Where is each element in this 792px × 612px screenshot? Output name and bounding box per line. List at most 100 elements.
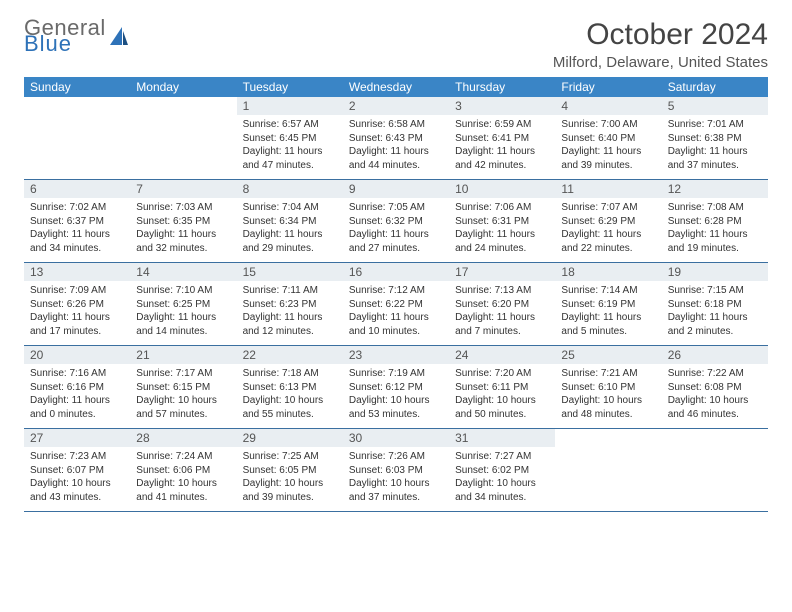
daylight-text: Daylight: 11 hours and 19 minutes. — [668, 228, 762, 255]
sunset-text: Sunset: 6:34 PM — [243, 215, 337, 229]
day-body: Sunrise: 7:04 AMSunset: 6:34 PMDaylight:… — [237, 198, 343, 260]
sunrise-text: Sunrise: 7:22 AM — [668, 367, 762, 381]
day-number: 28 — [130, 429, 236, 447]
sunrise-text: Sunrise: 7:21 AM — [561, 367, 655, 381]
day-body: Sunrise: 7:11 AMSunset: 6:23 PMDaylight:… — [237, 281, 343, 343]
day-body: Sunrise: 6:58 AMSunset: 6:43 PMDaylight:… — [343, 115, 449, 177]
day-number: 7 — [130, 180, 236, 198]
day-body: Sunrise: 7:22 AMSunset: 6:08 PMDaylight:… — [662, 364, 768, 426]
day-body: Sunrise: 7:25 AMSunset: 6:05 PMDaylight:… — [237, 447, 343, 509]
week-row: 27Sunrise: 7:23 AMSunset: 6:07 PMDayligh… — [24, 429, 768, 512]
sunset-text: Sunset: 6:20 PM — [455, 298, 549, 312]
week-row: 20Sunrise: 7:16 AMSunset: 6:16 PMDayligh… — [24, 346, 768, 429]
day-number: 9 — [343, 180, 449, 198]
day-body: Sunrise: 7:10 AMSunset: 6:25 PMDaylight:… — [130, 281, 236, 343]
day-cell: 23Sunrise: 7:19 AMSunset: 6:12 PMDayligh… — [343, 346, 449, 428]
sunset-text: Sunset: 6:25 PM — [136, 298, 230, 312]
day-cell: 1Sunrise: 6:57 AMSunset: 6:45 PMDaylight… — [237, 97, 343, 179]
day-number: 21 — [130, 346, 236, 364]
day-body: Sunrise: 7:02 AMSunset: 6:37 PMDaylight:… — [24, 198, 130, 260]
day-cell: 20Sunrise: 7:16 AMSunset: 6:16 PMDayligh… — [24, 346, 130, 428]
sunset-text: Sunset: 6:18 PM — [668, 298, 762, 312]
day-cell: 17Sunrise: 7:13 AMSunset: 6:20 PMDayligh… — [449, 263, 555, 345]
weekday-wednesday: Wednesday — [343, 77, 449, 97]
sunrise-text: Sunrise: 7:13 AM — [455, 284, 549, 298]
day-cell: 25Sunrise: 7:21 AMSunset: 6:10 PMDayligh… — [555, 346, 661, 428]
sunset-text: Sunset: 6:26 PM — [30, 298, 124, 312]
sunset-text: Sunset: 6:11 PM — [455, 381, 549, 395]
day-body: Sunrise: 7:01 AMSunset: 6:38 PMDaylight:… — [662, 115, 768, 177]
day-cell: 8Sunrise: 7:04 AMSunset: 6:34 PMDaylight… — [237, 180, 343, 262]
day-number: 18 — [555, 263, 661, 281]
sunset-text: Sunset: 6:13 PM — [243, 381, 337, 395]
day-body: Sunrise: 7:07 AMSunset: 6:29 PMDaylight:… — [555, 198, 661, 260]
sunrise-text: Sunrise: 7:26 AM — [349, 450, 443, 464]
day-number: 26 — [662, 346, 768, 364]
sunset-text: Sunset: 6:43 PM — [349, 132, 443, 146]
day-cell: 18Sunrise: 7:14 AMSunset: 6:19 PMDayligh… — [555, 263, 661, 345]
day-number: 14 — [130, 263, 236, 281]
day-body: Sunrise: 7:19 AMSunset: 6:12 PMDaylight:… — [343, 364, 449, 426]
day-cell: 21 Sunrise: 7:17 AMSunset: 6:15 PMDayligh… — [130, 346, 236, 428]
day-body: Sunrise: 7:27 AMSunset: 6:02 PMDaylight:… — [449, 447, 555, 509]
calendar: SundayMondayTuesdayWednesdayThursdayFrid… — [24, 77, 768, 512]
sunrise-text: Sunrise: 7:04 AM — [243, 201, 337, 215]
sunset-text: Sunset: 6:19 PM — [561, 298, 655, 312]
sunset-text: Sunset: 6:41 PM — [455, 132, 549, 146]
sunrise-text: Sunrise: 7:17 AM — [136, 367, 230, 381]
daylight-text: Daylight: 11 hours and 22 minutes. — [561, 228, 655, 255]
sunset-text: Sunset: 6:12 PM — [349, 381, 443, 395]
weekday-header: SundayMondayTuesdayWednesdayThursdayFrid… — [24, 77, 768, 97]
day-cell: 10Sunrise: 7:06 AMSunset: 6:31 PMDayligh… — [449, 180, 555, 262]
day-cell: 15Sunrise: 7:11 AMSunset: 6:23 PMDayligh… — [237, 263, 343, 345]
logo-text-blue: Blue — [24, 34, 106, 54]
day-body: Sunrise: 7:14 AMSunset: 6:19 PMDaylight:… — [555, 281, 661, 343]
sunrise-text: Sunrise: 7:15 AM — [668, 284, 762, 298]
daylight-text: Daylight: 11 hours and 0 minutes. — [30, 394, 124, 421]
sunrise-text: Sunrise: 7:07 AM — [561, 201, 655, 215]
daylight-text: Daylight: 10 hours and 57 minutes. — [136, 394, 230, 421]
sunset-text: Sunset: 6:16 PM — [30, 381, 124, 395]
day-cell: 9Sunrise: 7:05 AMSunset: 6:32 PMDaylight… — [343, 180, 449, 262]
weekday-thursday: Thursday — [449, 77, 555, 97]
sunrise-text: Sunrise: 7:03 AM — [136, 201, 230, 215]
day-cell: 16Sunrise: 7:12 AMSunset: 6:22 PMDayligh… — [343, 263, 449, 345]
sunrise-text: Sunrise: 7:12 AM — [349, 284, 443, 298]
sunset-text: Sunset: 6:15 PM — [136, 381, 230, 395]
day-cell: 7Sunrise: 7:03 AMSunset: 6:35 PMDaylight… — [130, 180, 236, 262]
sunrise-text: Sunrise: 7:06 AM — [455, 201, 549, 215]
daylight-text: Daylight: 10 hours and 41 minutes. — [136, 477, 230, 504]
sunrise-text: Sunrise: 7:27 AM — [455, 450, 549, 464]
daylight-text: Daylight: 11 hours and 27 minutes. — [349, 228, 443, 255]
sunrise-text: Sunrise: 7:25 AM — [243, 450, 337, 464]
day-number: 5 — [662, 97, 768, 115]
day-body: Sunrise: 6:57 AMSunset: 6:45 PMDaylight:… — [237, 115, 343, 177]
day-body: Sunrise: 7:00 AMSunset: 6:40 PMDaylight:… — [555, 115, 661, 177]
day-cell: 30Sunrise: 7:26 AMSunset: 6:03 PMDayligh… — [343, 429, 449, 511]
day-body: Sunrise: 7:21 AMSunset: 6:10 PMDaylight:… — [555, 364, 661, 426]
day-number: 23 — [343, 346, 449, 364]
day-body: Sunrise: 7:03 AMSunset: 6:35 PMDaylight:… — [130, 198, 236, 260]
sunrise-text: Sunrise: 7:01 AM — [668, 118, 762, 132]
day-cell: 29Sunrise: 7:25 AMSunset: 6:05 PMDayligh… — [237, 429, 343, 511]
day-body: Sunrise: 7:26 AMSunset: 6:03 PMDaylight:… — [343, 447, 449, 509]
sunrise-text: Sunrise: 7:09 AM — [30, 284, 124, 298]
week-row: 6Sunrise: 7:02 AMSunset: 6:37 PMDaylight… — [24, 180, 768, 263]
daylight-text: Daylight: 11 hours and 39 minutes. — [561, 145, 655, 172]
sunset-text: Sunset: 6:29 PM — [561, 215, 655, 229]
sunset-text: Sunset: 6:37 PM — [30, 215, 124, 229]
sunrise-text: Sunrise: 7:02 AM — [30, 201, 124, 215]
day-cell: 3Sunrise: 6:59 AMSunset: 6:41 PMDaylight… — [449, 97, 555, 179]
sunrise-text: Sunrise: 7:16 AM — [30, 367, 124, 381]
weekday-tuesday: Tuesday — [237, 77, 343, 97]
sunset-text: Sunset: 6:31 PM — [455, 215, 549, 229]
sunset-text: Sunset: 6:23 PM — [243, 298, 337, 312]
daylight-text: Daylight: 10 hours and 53 minutes. — [349, 394, 443, 421]
day-number: 11 — [555, 180, 661, 198]
logo: General Blue — [24, 18, 130, 54]
day-cell: 24Sunrise: 7:20 AMSunset: 6:11 PMDayligh… — [449, 346, 555, 428]
sunset-text: Sunset: 6:28 PM — [668, 215, 762, 229]
day-number: 27 — [24, 429, 130, 447]
sunset-text: Sunset: 6:05 PM — [243, 464, 337, 478]
daylight-text: Daylight: 10 hours and 55 minutes. — [243, 394, 337, 421]
